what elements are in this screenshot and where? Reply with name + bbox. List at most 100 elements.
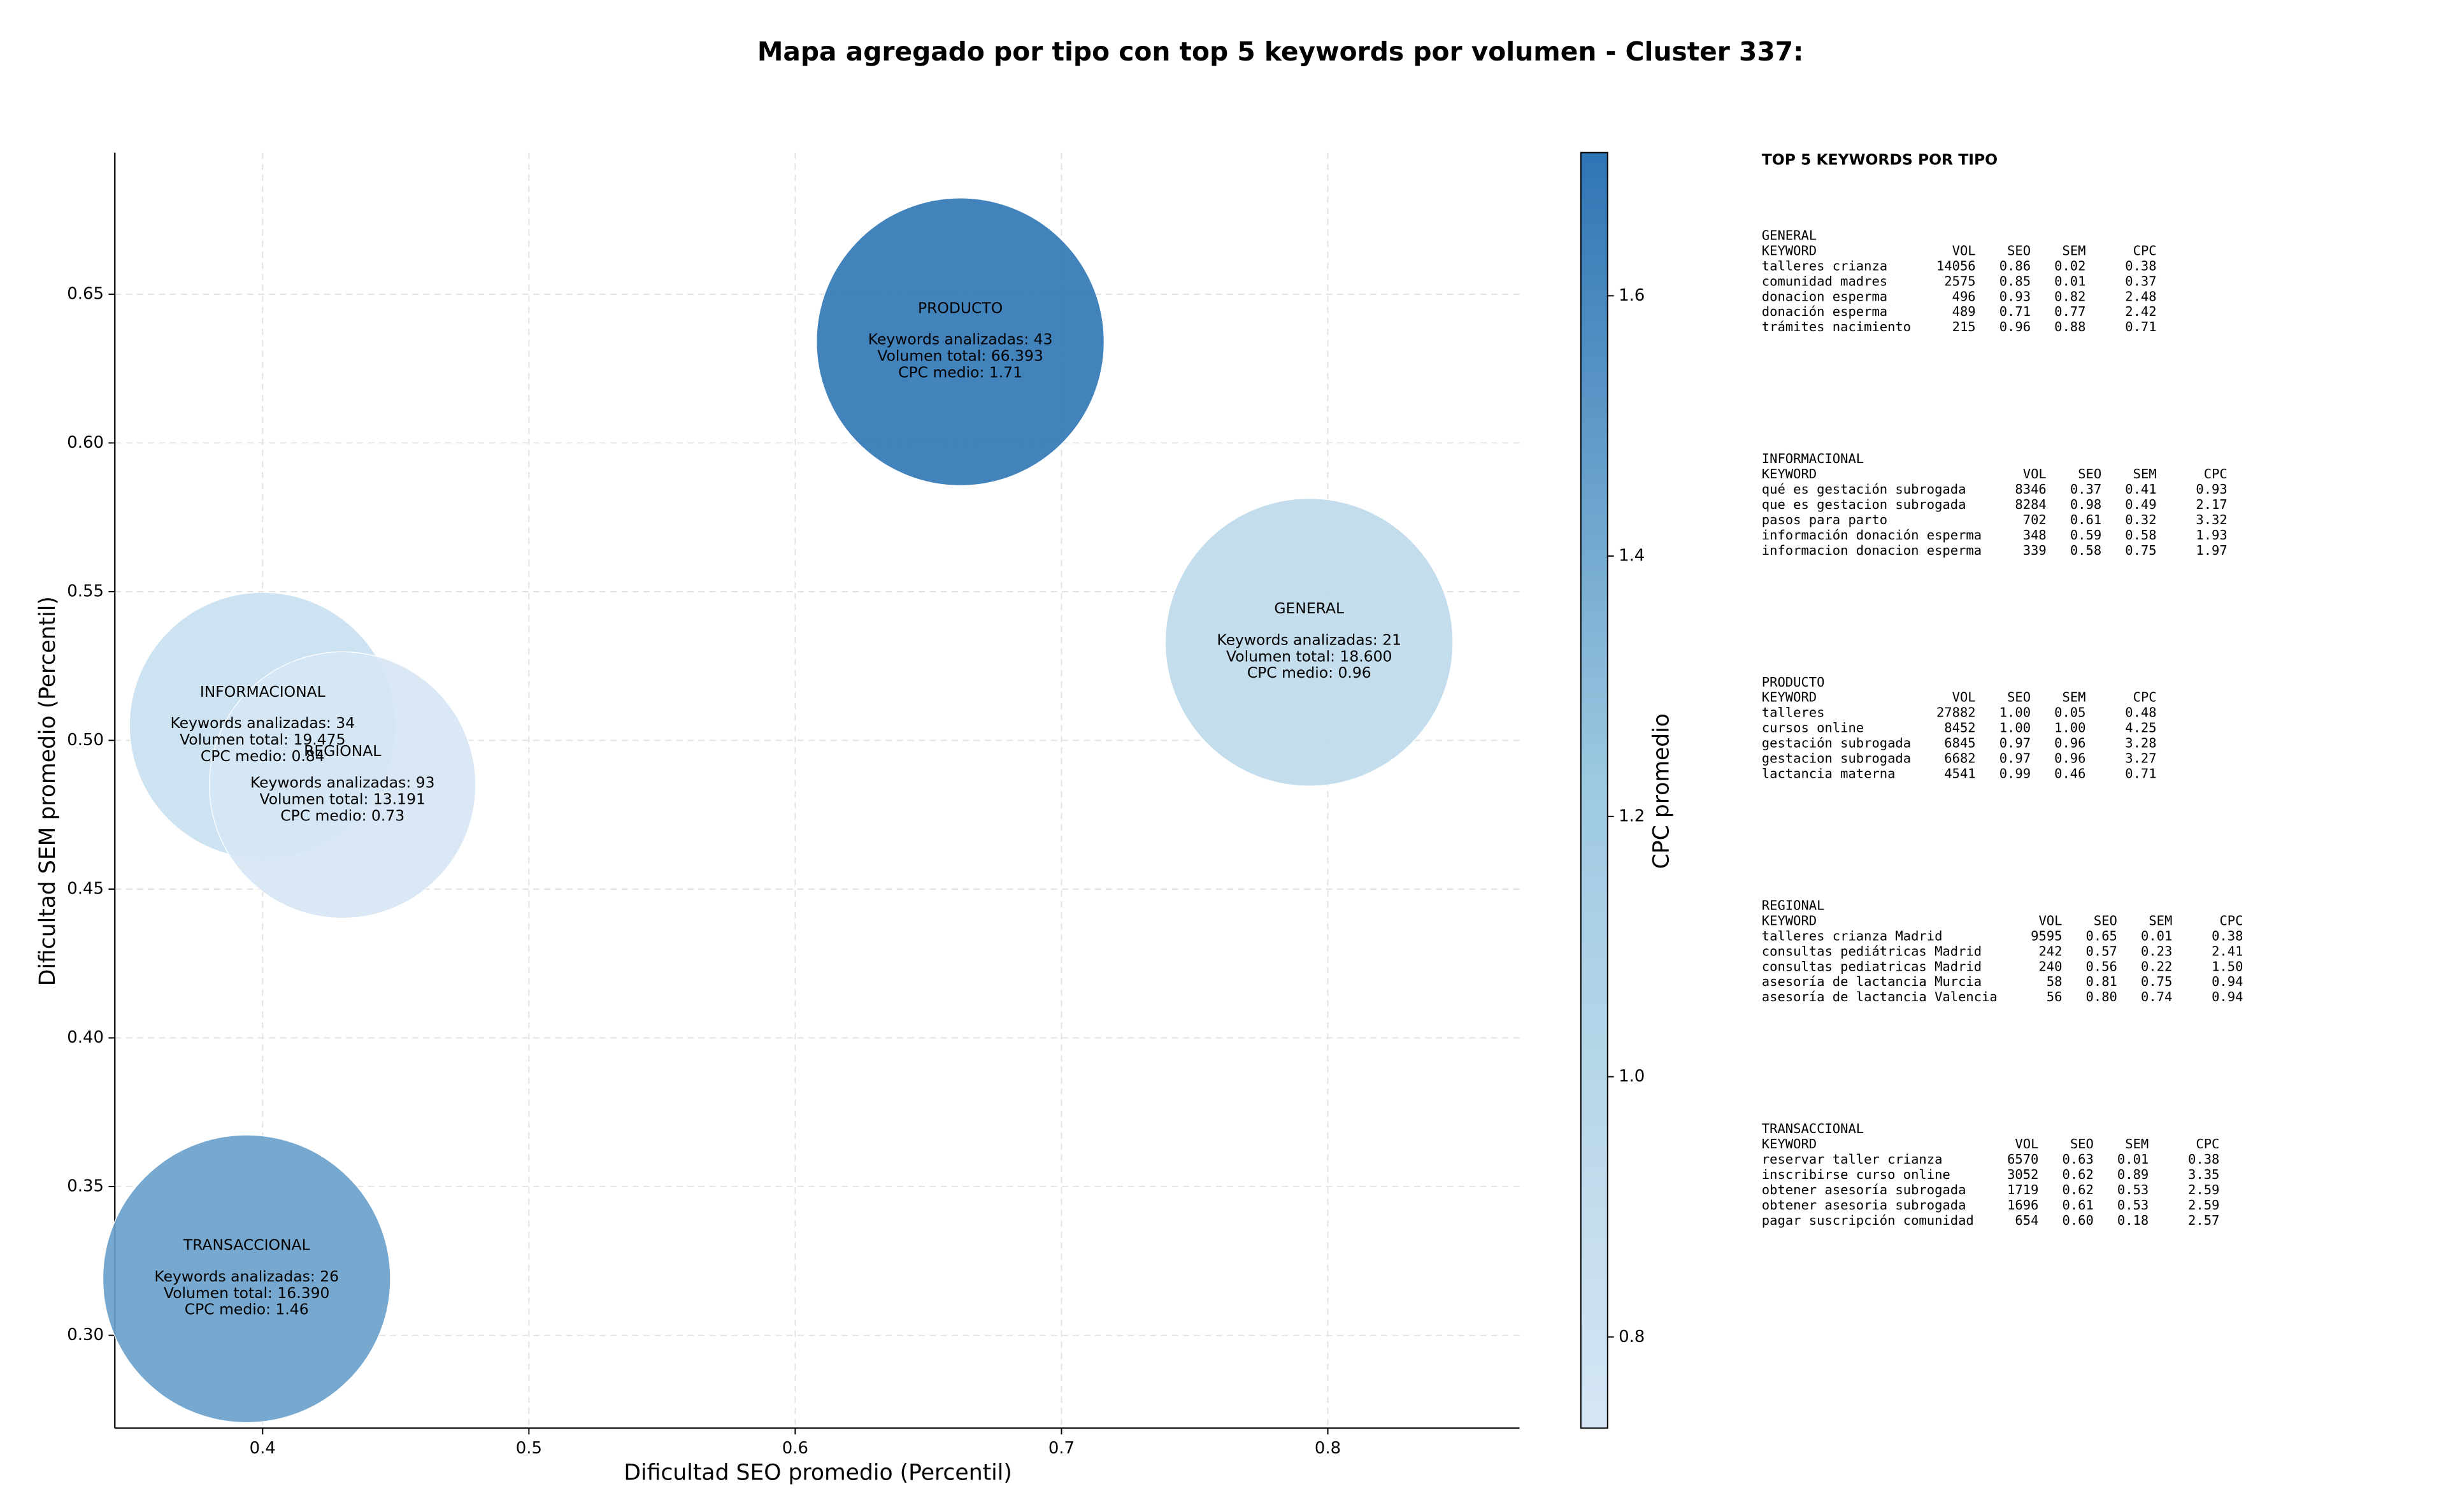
- table-cell: 0.46: [2054, 766, 2085, 781]
- colorbar: [1580, 152, 1608, 1429]
- table-cell: 3.28: [2125, 736, 2156, 751]
- chart-title: Mapa agregado por tipo con top 5 keyword…: [757, 36, 1804, 67]
- table-cell: 0.23: [2141, 943, 2172, 959]
- table-cell: obtener asesoría subrogada: [1762, 1182, 1966, 1197]
- table-cell: 1.93: [2196, 527, 2227, 543]
- table-cell: 3.32: [2196, 512, 2227, 527]
- group-name: GENERAL: [1762, 227, 1817, 243]
- table-cell: 0.94: [2212, 974, 2243, 989]
- colorbar-tick-label: 1.2: [1619, 806, 1645, 825]
- table-cell: qué es gestación subrogada: [1762, 481, 1966, 497]
- x-tick-label: 0.7: [1048, 1439, 1075, 1458]
- table-cell: que es gestacion subrogada: [1762, 497, 1966, 512]
- table-cell: 0.96: [1999, 319, 2031, 334]
- table-cell: 0.18: [2117, 1213, 2149, 1228]
- bubble-name: GENERAL: [1274, 599, 1344, 617]
- bubble-annotation: Keywords analizadas: 21: [1217, 631, 1401, 648]
- table-cell: 6570: [2007, 1152, 2038, 1167]
- table-cell: donación esperma: [1762, 304, 1887, 319]
- y-tick-label: 0.45: [67, 880, 104, 899]
- table-cell: 1.97: [2196, 543, 2227, 558]
- table-cell: consultas pediátricas Madrid: [1762, 943, 1982, 959]
- table-cell: 0.53: [2117, 1197, 2149, 1213]
- table-cell: 0.94: [2212, 989, 2243, 1004]
- table-cell: 0.59: [2070, 527, 2101, 543]
- table-cell: 9595: [2031, 928, 2062, 943]
- column-header: VOL: [2023, 466, 2047, 481]
- column-header: SEO: [2078, 466, 2101, 481]
- x-axis-label: Dificultad SEO promedio (Percentil): [624, 1460, 1012, 1485]
- x-tick-label: 0.5: [516, 1439, 542, 1458]
- table-cell: 0.53: [2117, 1182, 2149, 1197]
- table-cell: 0.38: [2125, 258, 2156, 273]
- table-cell: 0.81: [2086, 974, 2117, 989]
- column-header: SEO: [2007, 690, 2031, 705]
- table-cell: 0.93: [1999, 289, 2031, 304]
- table-cell: 0.80: [2086, 989, 2117, 1004]
- bubble: [102, 1134, 391, 1423]
- table-cell: donacion esperma: [1762, 289, 1887, 304]
- column-header: CPC: [2133, 690, 2157, 705]
- y-axis-label: Dificultad SEM promedio (Percentil): [35, 596, 61, 986]
- column-header: SEM: [2133, 466, 2157, 481]
- table-cell: 27882: [1936, 705, 1976, 720]
- table-cell: 0.22: [2141, 959, 2172, 974]
- bubble: [209, 651, 476, 919]
- table-cell: 56: [2047, 989, 2063, 1004]
- table-cell: 2.41: [2212, 943, 2243, 959]
- x-tick-label: 0.4: [250, 1439, 276, 1458]
- column-header: SEO: [2007, 243, 2031, 258]
- table-cell: 702: [2023, 512, 2047, 527]
- column-header: CPC: [2133, 243, 2157, 258]
- table-cell: cursos online: [1762, 720, 1864, 736]
- side-panel-title: TOP 5 KEYWORDS POR TIPO: [1762, 150, 1998, 168]
- table-cell: 2.57: [2188, 1213, 2219, 1228]
- column-header: KEYWORD: [1762, 913, 1817, 928]
- table-cell: asesoría de lactancia Murcia: [1762, 974, 1982, 989]
- table-cell: 0.75: [2141, 974, 2172, 989]
- table-cell: 6845: [1944, 736, 1975, 751]
- table-cell: 0.32: [2125, 512, 2156, 527]
- y-tick-label: 0.65: [67, 284, 104, 303]
- table-cell: 0.71: [2125, 319, 2156, 334]
- bubble-annotation: Keywords analizadas: 93: [250, 774, 435, 792]
- table-cell: 2575: [1944, 273, 1975, 289]
- table-cell: 8346: [2015, 481, 2046, 497]
- table-cell: 6682: [1944, 751, 1975, 766]
- table-cell: 0.99: [1999, 766, 2031, 781]
- table-cell: 0.41: [2125, 481, 2156, 497]
- x-tick-label: 0.8: [1315, 1439, 1341, 1458]
- table-cell: 0.38: [2212, 928, 2243, 943]
- bubble-annotation: CPC medio: 0.84: [201, 747, 325, 765]
- table-cell: 0.58: [2125, 527, 2156, 543]
- table-cell: informacion donacion esperma: [1762, 543, 1982, 558]
- bubble-annotation: CPC medio: 0.73: [280, 806, 404, 824]
- table-cell: gestacion subrogada: [1762, 751, 1911, 766]
- table-cell: 1.00: [2054, 720, 2085, 736]
- table-cell: 2.59: [2188, 1197, 2219, 1213]
- column-header: CPC: [2204, 466, 2228, 481]
- column-header: VOL: [2038, 913, 2062, 928]
- bubble-annotation: CPC medio: 0.96: [1247, 664, 1371, 681]
- table-cell: 215: [1952, 319, 1976, 334]
- bubble-annotation: CPC medio: 1.46: [185, 1301, 309, 1318]
- column-header: SEO: [2094, 913, 2117, 928]
- y-tick-label: 0.50: [67, 731, 104, 750]
- table-cell: 0.57: [2086, 943, 2117, 959]
- table-cell: comunidad madres: [1762, 273, 1887, 289]
- bubble-annotation: Volumen total: 18.600: [1226, 647, 1392, 665]
- column-header: KEYWORD: [1762, 1136, 1817, 1152]
- table-cell: 0.61: [2062, 1197, 2093, 1213]
- table-cell: 2.42: [2125, 304, 2156, 319]
- column-header: KEYWORD: [1762, 243, 1817, 258]
- table-cell: 0.02: [2054, 258, 2085, 273]
- bubble-annotation: Volumen total: 66.393: [877, 347, 1043, 365]
- table-cell: 2.48: [2125, 289, 2156, 304]
- table-cell: 0.01: [2054, 273, 2085, 289]
- table-cell: 0.96: [2054, 736, 2085, 751]
- table-cell: 0.01: [2117, 1152, 2149, 1167]
- column-header: CPC: [2219, 913, 2243, 928]
- table-cell: 0.01: [2141, 928, 2172, 943]
- table-cell: 4541: [1944, 766, 1975, 781]
